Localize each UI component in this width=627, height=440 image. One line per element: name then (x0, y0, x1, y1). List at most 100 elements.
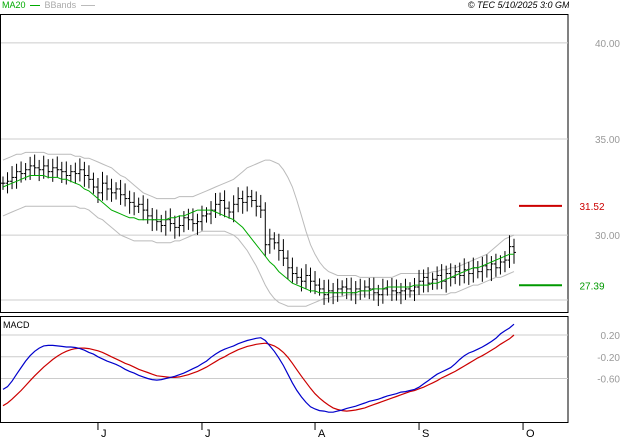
y-axis-strip (569, 0, 627, 440)
price-bar (281, 239, 286, 267)
price-bar (435, 266, 440, 290)
price-bar (398, 282, 403, 305)
price-bar (114, 182, 119, 200)
price-bar (308, 267, 313, 293)
x-tick-label: S (422, 428, 429, 440)
price-bar (218, 192, 223, 216)
price-bar (412, 277, 417, 302)
price-bar (123, 183, 128, 207)
price-bar (493, 253, 498, 277)
price-bar (407, 282, 412, 298)
price-bar (471, 257, 476, 283)
price-bar (86, 165, 91, 189)
price-bar (439, 264, 444, 290)
price-bar (340, 280, 345, 296)
macd-tick-label: 0.20 (601, 331, 621, 342)
price-bar (127, 190, 132, 214)
price-bar (50, 158, 55, 182)
price-bar (46, 159, 51, 179)
price-bar (91, 172, 96, 194)
price-bar (240, 190, 245, 214)
x-tick-label: O (526, 428, 535, 440)
x-tick-label: A (318, 428, 326, 440)
price-bar (1, 176, 5, 190)
price-bar (245, 186, 250, 212)
price-bar (227, 201, 232, 219)
price-panel-frame (0, 14, 569, 313)
macd-title: MACD (3, 320, 30, 330)
price-bar (73, 162, 78, 184)
macd-tick-label: -0.60 (597, 375, 620, 386)
support-level-label: 27.39 (579, 281, 604, 292)
price-bar (64, 161, 69, 185)
price-bar (475, 261, 480, 279)
price-bar (32, 154, 37, 176)
price-bar (249, 189, 254, 208)
price-bar (118, 179, 123, 205)
price-bar (462, 258, 467, 284)
price-bar (502, 251, 507, 273)
price-bar (466, 261, 471, 285)
price-bar (276, 233, 281, 261)
price-bar (181, 211, 186, 233)
price-bar (426, 267, 431, 293)
price-bar (236, 187, 241, 213)
ma20-legend-swatch (30, 5, 41, 7)
ma20-line (2, 175, 514, 294)
price-bar (480, 256, 485, 282)
price-bar (172, 215, 177, 239)
price-bar (335, 278, 340, 302)
macd-line (2, 323, 515, 413)
ma20-legend-label: MA20 (2, 0, 26, 10)
price-bar (254, 191, 259, 217)
price-bar (5, 172, 10, 194)
price-bar (209, 201, 214, 225)
price-bar (484, 254, 489, 278)
price-bar (394, 279, 399, 301)
price-bar (331, 282, 336, 305)
price-bar (136, 197, 141, 213)
price-bar (213, 192, 218, 218)
price-bar (258, 194, 263, 218)
price-bar (512, 238, 516, 264)
price-bar (141, 195, 146, 221)
price-bar (28, 156, 33, 180)
price-bar (105, 175, 110, 201)
price-bar (313, 271, 318, 295)
price-bar (290, 257, 295, 283)
price-bar (109, 178, 114, 202)
price-bar (326, 279, 331, 303)
price-bar (37, 159, 42, 182)
x-tick-label: J (205, 428, 211, 440)
price-bar (59, 161, 64, 183)
price-bar (14, 163, 19, 189)
bbands-legend-label: BBands (44, 0, 77, 10)
price-bar (77, 158, 82, 182)
price-bar (430, 272, 435, 290)
price-bar (453, 264, 458, 285)
price-bar (100, 171, 105, 201)
price-bar (263, 202, 268, 257)
bbands-lower-line (2, 205, 515, 307)
price-bar (10, 166, 15, 190)
copyright-text: © TEC 5/10/2025 3:0 GMT (467, 0, 575, 10)
price-bar (82, 161, 87, 187)
price-bar (376, 284, 381, 307)
price-bar (421, 269, 426, 293)
macd-panel: MACD 0.20 -0.20 -0.60 (0, 316, 621, 423)
price-bar (177, 215, 182, 237)
price-bar (489, 256, 494, 282)
price-bar (41, 155, 46, 179)
price-bar (403, 278, 408, 300)
price-tick-label: 40.00 (595, 39, 620, 50)
price-bar (231, 195, 236, 223)
resistance-level-label: 31.52 (579, 202, 604, 213)
price-bar (132, 192, 137, 216)
price-bar (222, 190, 227, 218)
price-bar (195, 213, 200, 235)
price-bar (303, 264, 308, 290)
price-bar (349, 277, 354, 301)
price-bar (159, 214, 164, 233)
